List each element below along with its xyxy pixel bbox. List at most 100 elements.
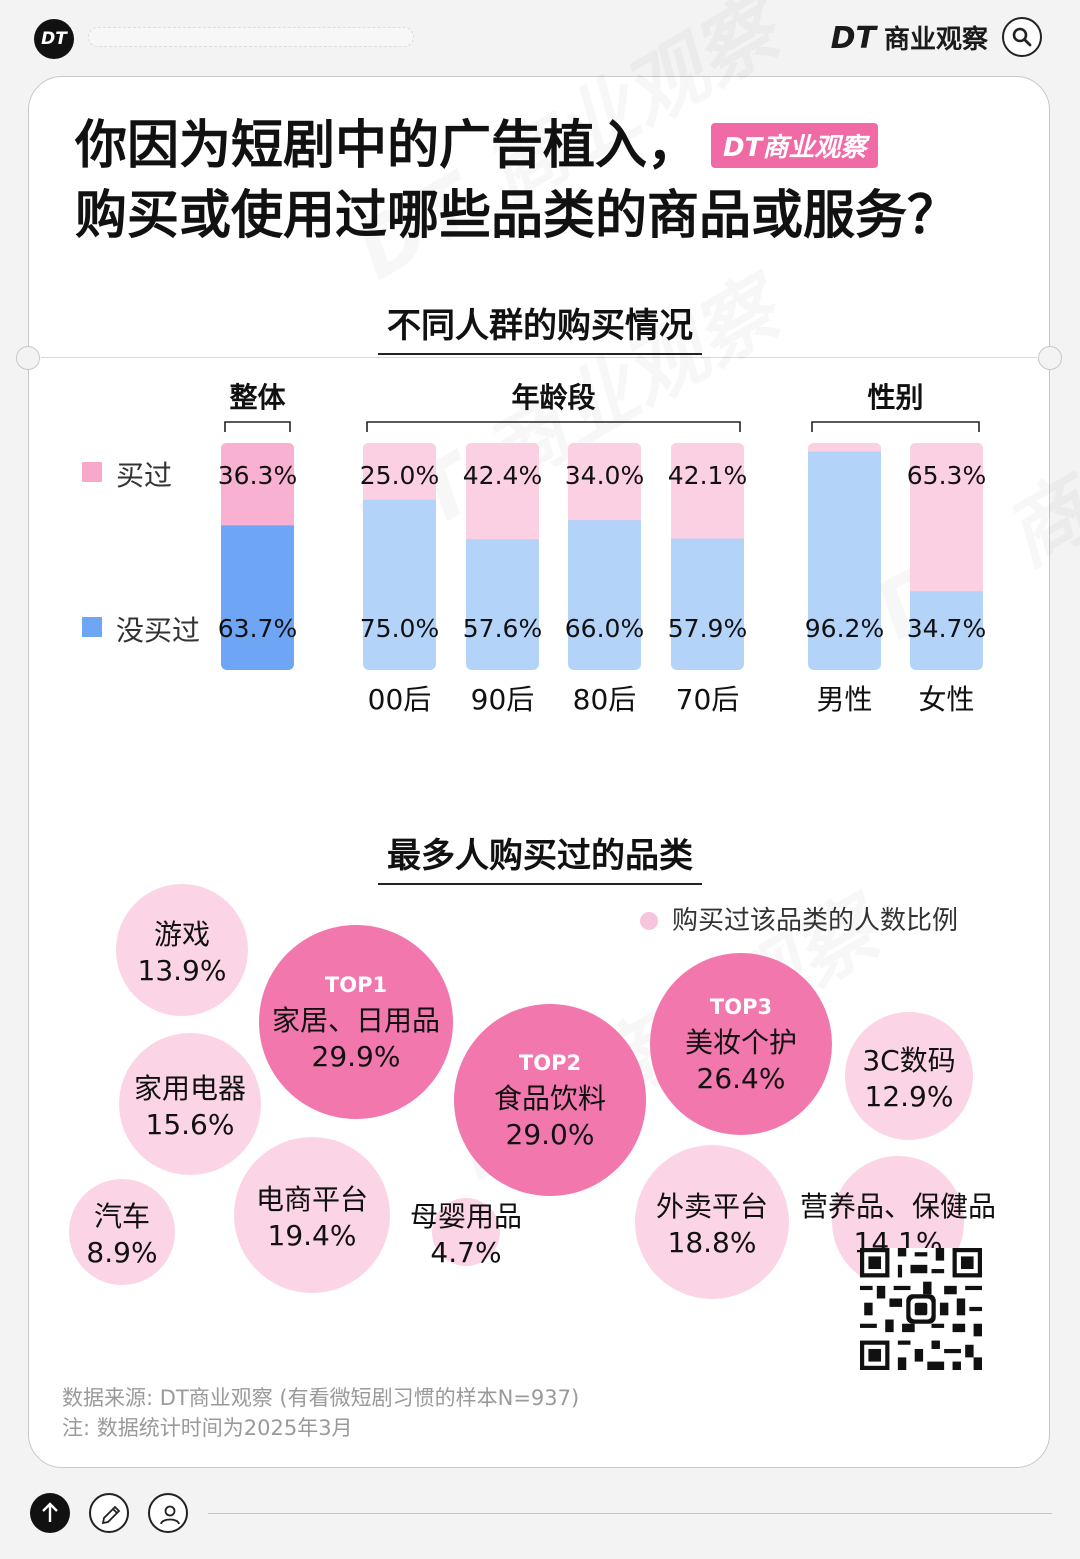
bubble-legend-dot <box>640 912 658 930</box>
bottom-divider <box>208 1513 1052 1514</box>
bubble-value: 4.7% <box>430 1236 501 1269</box>
bubble <box>845 1012 973 1140</box>
search-icon <box>1012 27 1032 47</box>
bubble-value: 13.9% <box>138 954 227 987</box>
bubble-name: 外卖平台 <box>656 1190 768 1223</box>
qr-code-icon <box>860 1248 982 1370</box>
bubble-value: 29.0% <box>506 1118 595 1151</box>
arrow-up-icon <box>42 1502 58 1522</box>
legend-label-bought: 买过 <box>116 459 173 492</box>
bar-label-bought: 34.0% <box>565 461 644 490</box>
group-bracket <box>811 421 980 432</box>
bubble-value: 15.6% <box>146 1108 235 1141</box>
pencil-icon <box>101 1505 121 1525</box>
bar-bought <box>808 443 881 452</box>
bar-label-not-bought: 75.0% <box>360 614 439 643</box>
bubble <box>432 1198 500 1266</box>
scroll-top-button[interactable] <box>30 1493 70 1533</box>
logo-icon[interactable]: DT <box>34 19 74 59</box>
bubble <box>454 1004 646 1196</box>
group-bracket <box>224 421 291 432</box>
title-placeholder-bar <box>88 27 414 47</box>
card-notch-left <box>16 346 40 370</box>
bubble-name: 美妆个护 <box>685 1026 797 1059</box>
bubble-name: 家居、日用品 <box>272 1004 440 1037</box>
title-badge: DT商业观察 <box>711 123 879 168</box>
bubble-name: 食品饮料 <box>494 1082 606 1115</box>
bubble-name: 家用电器 <box>134 1072 246 1105</box>
bubble-rank: TOP1 <box>325 973 387 997</box>
card-notch-right <box>1038 346 1062 370</box>
page-title: 你因为短剧中的广告植入， 购买或使用过哪些品类的商品或服务？ <box>75 111 1015 251</box>
bubble-name: 电商平台 <box>256 1183 368 1216</box>
bubble-rank: TOP2 <box>519 1051 581 1075</box>
bar-bought <box>221 443 294 526</box>
bar-bought <box>671 443 744 539</box>
title-divider <box>41 357 1037 358</box>
bar-bought <box>910 443 983 592</box>
bar-label-not-bought: 57.9% <box>668 614 747 643</box>
brand-title: DT 商业观察 <box>831 22 988 57</box>
bar-label-bought: 42.4% <box>463 461 542 490</box>
data-source-note: 数据来源: DT商业观察 (有看微短剧习惯的样本N=937) <box>62 1386 580 1410</box>
bubble-name: 营养品、保健品 <box>800 1190 996 1223</box>
bar-label-bought: 65.3% <box>907 461 986 490</box>
category-label: 70后 <box>676 683 740 716</box>
bubble-value: 19.4% <box>268 1219 357 1252</box>
category-label: 女性 <box>918 683 974 716</box>
profile-button[interactable] <box>148 1493 188 1533</box>
bubble <box>116 884 248 1016</box>
bubble-rank: TOP3 <box>710 995 772 1019</box>
bar-label-not-bought: 34.7% <box>907 614 986 643</box>
bar-label-bought: 25.0% <box>360 461 439 490</box>
bubble <box>234 1137 390 1293</box>
bubble <box>69 1179 175 1285</box>
bar-not-bought <box>808 443 881 670</box>
bar-bought <box>568 443 641 521</box>
date-note: 注: 数据统计时间为2025年3月 <box>62 1416 353 1440</box>
title-line-2: 购买或使用过哪些品类的商品或服务？ <box>75 186 960 246</box>
search-button[interactable] <box>1002 17 1042 57</box>
group-label: 整体 <box>229 381 286 414</box>
bubble-name: 汽车 <box>94 1200 150 1233</box>
bubble-value: 8.9% <box>86 1236 157 1269</box>
bubble-legend: 购买过该品类的人数比例 <box>640 900 958 937</box>
bubble <box>635 1145 789 1299</box>
section-title-categories: 最多人购买过的品类 <box>378 828 702 885</box>
bubble-value: 29.9% <box>312 1040 401 1073</box>
edit-button[interactable] <box>89 1493 129 1533</box>
bar-label-not-bought: 63.7% <box>218 614 297 643</box>
bar-label-not-bought: 57.6% <box>463 614 542 643</box>
category-label: 男性 <box>816 683 872 716</box>
bubble-name: 游戏 <box>154 918 210 951</box>
bubble-value: 12.9% <box>865 1080 954 1113</box>
bubble <box>119 1033 261 1175</box>
group-label: 性别 <box>867 381 923 414</box>
bar-label-not-bought: 96.2% <box>805 614 884 643</box>
bar-bought <box>466 443 539 540</box>
title-line-1: 你因为短剧中的广告植入， <box>75 116 700 176</box>
user-icon <box>160 1505 180 1525</box>
legend-swatch-bought <box>82 462 102 482</box>
bar-label-not-bought: 66.0% <box>565 614 644 643</box>
bubble-value: 26.4% <box>697 1062 786 1095</box>
section-title-groups: 不同人群的购买情况 <box>378 298 702 355</box>
legend-swatch-not-bought <box>82 617 102 637</box>
bubble-name: 3C数码 <box>862 1044 955 1077</box>
category-label: 00后 <box>368 683 432 716</box>
legend-label-not-bought: 没买过 <box>116 614 201 647</box>
bottom-toolbar <box>0 1480 1080 1559</box>
bubble <box>650 953 832 1135</box>
category-label: 80后 <box>573 683 637 716</box>
top-bar: DT DT 商业观察 <box>0 0 1080 76</box>
bar-bought <box>363 443 436 500</box>
brand-name: 商业观察 <box>883 25 988 55</box>
bar-label-bought: 42.1% <box>668 461 747 490</box>
bubble-legend-text: 购买过该品类的人数比例 <box>672 906 959 936</box>
bubble-value: 18.8% <box>668 1226 757 1259</box>
bubble-name: 母婴用品 <box>410 1200 522 1233</box>
bubble <box>259 925 453 1119</box>
bar-label-bought: 36.3% <box>218 461 297 490</box>
brand-dt: DT <box>830 21 876 56</box>
